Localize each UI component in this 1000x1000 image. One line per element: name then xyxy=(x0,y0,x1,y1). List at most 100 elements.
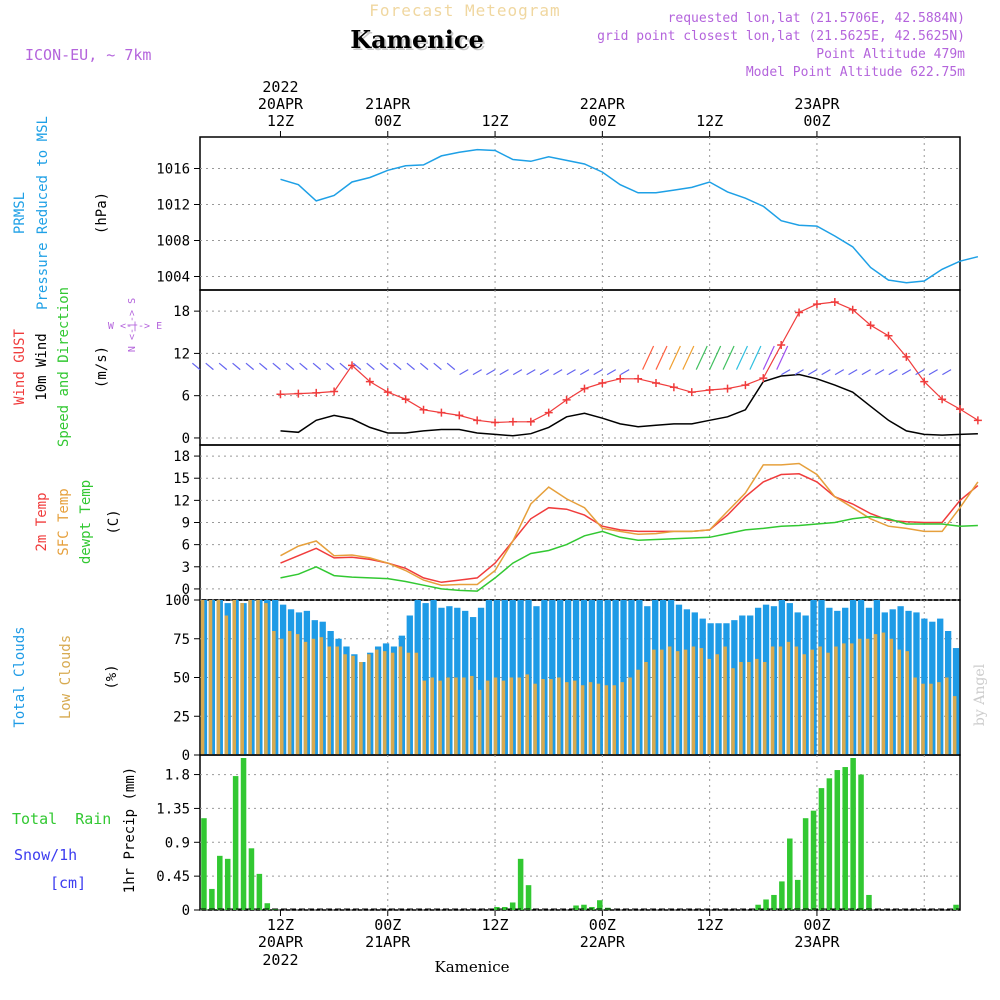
top-axis-label: 22APR xyxy=(580,95,626,113)
bottom-axis-label: 00Z xyxy=(589,916,616,934)
temp-ytick-label: 9 xyxy=(182,516,190,532)
low-cloud-bar xyxy=(937,682,941,755)
low-cloud-bar xyxy=(675,651,680,755)
temp-ytick-label: 15 xyxy=(173,471,190,487)
wind-arrow xyxy=(834,369,845,376)
low-cloud-bar xyxy=(525,674,529,755)
gust-point xyxy=(616,374,625,383)
gust-point xyxy=(473,416,482,425)
low-cloud-bar xyxy=(865,638,870,755)
temp-ytick-label: 0 xyxy=(182,582,190,598)
low-cloud-bar xyxy=(620,682,624,755)
rain-bar xyxy=(581,904,587,910)
wind-arrow xyxy=(901,369,912,376)
wind-arrow xyxy=(695,345,708,370)
wind-arrow xyxy=(709,345,722,370)
total-cloud-bar xyxy=(580,600,588,755)
rain-bar xyxy=(818,788,825,910)
low-cloud-bar xyxy=(770,646,775,755)
low-cloud-bar xyxy=(493,677,498,755)
low-cloud-bar xyxy=(762,662,767,755)
rain-bar xyxy=(597,900,603,910)
low-cloud-bar xyxy=(533,683,537,755)
low-cloud-bar xyxy=(517,677,522,755)
total-cloud-bar xyxy=(612,600,619,755)
cloud-labels: Total Clouds Low Clouds (%) xyxy=(12,626,120,727)
pressure-ytick-label: 1016 xyxy=(156,162,190,178)
wind-arrow xyxy=(433,362,442,371)
low-cloud-bar xyxy=(256,600,260,755)
wind-labels: Wind GUST 10m Wind Speed and Direction (… xyxy=(12,287,162,447)
rain-bar xyxy=(794,879,801,910)
wind-arrow xyxy=(285,362,295,371)
low-cloud-bar xyxy=(889,638,894,755)
gridpoint-coords: grid point closest lon,lat (21.5625E, 42… xyxy=(597,29,965,44)
tsfc-line xyxy=(280,462,979,586)
low-cloud-bar xyxy=(699,648,704,755)
low-cloud-bar xyxy=(248,600,252,755)
bottom-axis-label: 12Z xyxy=(267,916,294,934)
gust-point xyxy=(866,321,875,330)
low-cloud-bar xyxy=(572,680,577,755)
gust-point xyxy=(956,405,964,414)
precip-panel: 0 0.45 0.9 1.35 1.8 xyxy=(156,754,961,919)
low-cloud-bar xyxy=(374,649,379,755)
gust-point xyxy=(294,389,303,398)
gust-point xyxy=(777,340,786,349)
low-cloud-bar xyxy=(438,680,442,755)
low-cloud-bar xyxy=(232,600,237,755)
time-axes: 202220APR12Z12Z20APR202221APR00Z00Z21APR… xyxy=(258,78,841,969)
wind-arrow xyxy=(299,362,308,371)
low-cloud-bar xyxy=(279,638,284,755)
low-cloud-bar xyxy=(921,683,925,755)
total-cloud-bar xyxy=(541,600,548,755)
low-cloud-bar xyxy=(683,649,688,755)
gust-point xyxy=(652,379,660,387)
clouds-panel: 0 25 50 75 100 xyxy=(165,593,961,764)
total-cloud-bar xyxy=(533,606,540,755)
rain-bar xyxy=(494,906,500,910)
low-cloud-bar xyxy=(359,662,363,755)
wind-arrow xyxy=(642,345,655,370)
gust-point xyxy=(920,377,929,386)
low-cloud-bar xyxy=(430,677,434,755)
low-cloud-bar xyxy=(382,651,387,755)
location-title: Kamenice xyxy=(352,27,486,56)
wind-arrow xyxy=(366,362,375,371)
rain-bar xyxy=(573,905,579,910)
requested-coords: requested lon,lat (21.5706E, 42.5884N) xyxy=(668,11,965,26)
rain-bar xyxy=(502,906,508,910)
low-cloud-bar xyxy=(604,685,609,755)
gust-point xyxy=(938,395,947,404)
wind-arrow xyxy=(379,362,389,371)
rain-bar xyxy=(232,776,239,910)
wind-arrow xyxy=(776,345,789,370)
wind-arrow xyxy=(486,369,496,376)
rain-bar xyxy=(858,774,864,910)
wind-label-c: Speed and Direction xyxy=(56,287,72,447)
low-cloud-bar xyxy=(944,677,949,755)
low-cloud-bar xyxy=(929,683,933,755)
low-cloud-bar xyxy=(754,658,759,755)
low-cloud-bar xyxy=(849,643,854,755)
wind-arrow xyxy=(781,369,791,376)
pressure-ytick-label: 1008 xyxy=(156,234,190,250)
low-cloud-bar xyxy=(739,662,743,755)
wind-arrow xyxy=(232,362,241,371)
low-cloud-bar xyxy=(287,631,292,755)
wind-panel: 0 6 12 18 xyxy=(173,289,982,447)
rain-bar xyxy=(826,778,833,910)
rain-bar xyxy=(763,899,769,910)
low-cloud-bar xyxy=(905,651,909,755)
product-title: Forecast Meteogram xyxy=(369,1,560,20)
low-cloud-bar xyxy=(707,658,712,755)
gust-point xyxy=(455,411,464,420)
wind-arrow xyxy=(312,362,322,371)
low-cloud-bar xyxy=(667,646,672,755)
gust-point xyxy=(795,308,804,317)
rain-bar xyxy=(834,770,841,910)
low-cloud-bar xyxy=(200,600,205,755)
gust-point xyxy=(973,416,982,425)
low-cloud-bar xyxy=(747,662,751,755)
top-axis-label: 12Z xyxy=(696,112,723,130)
